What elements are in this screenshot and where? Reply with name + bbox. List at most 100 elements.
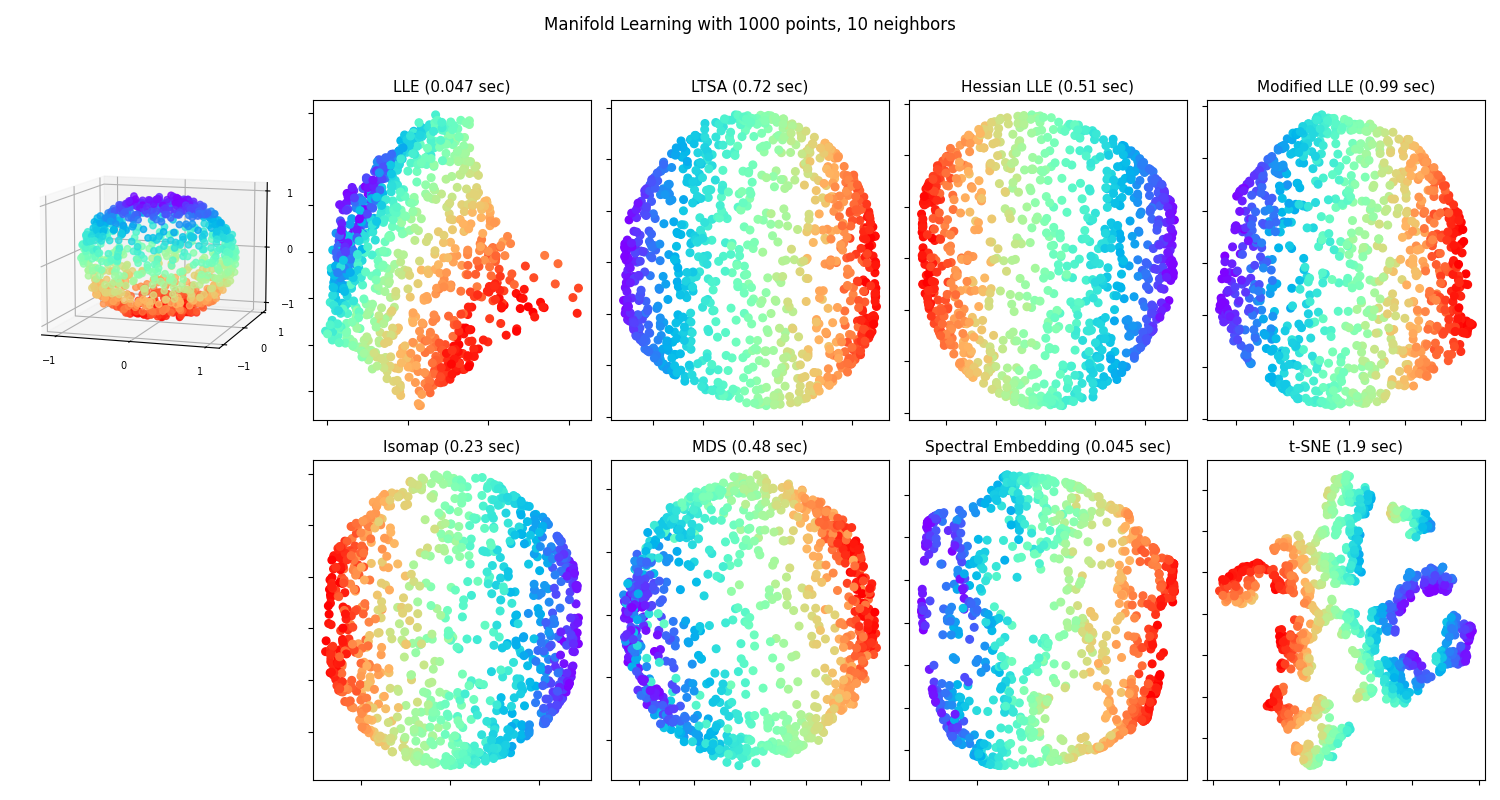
Point <box>771 745 795 758</box>
Point <box>957 595 981 608</box>
Point <box>1436 654 1460 666</box>
Point <box>1041 394 1065 406</box>
Point <box>1161 205 1185 218</box>
Point <box>1274 165 1298 178</box>
Point <box>406 128 430 141</box>
Point <box>1107 574 1131 586</box>
Point <box>414 577 438 590</box>
Point <box>375 161 399 174</box>
Point <box>960 180 984 193</box>
Point <box>920 511 944 524</box>
Point <box>648 596 672 609</box>
Point <box>1042 477 1066 490</box>
Point <box>369 518 393 531</box>
Point <box>642 239 666 252</box>
Point <box>399 475 423 488</box>
Point <box>376 534 400 546</box>
Point <box>1286 543 1310 556</box>
Point <box>509 494 532 507</box>
Point <box>1022 698 1046 710</box>
Point <box>444 474 468 487</box>
Point <box>1088 273 1112 286</box>
Point <box>442 353 466 366</box>
Point <box>1152 186 1176 199</box>
Point <box>1239 272 1263 285</box>
Point <box>936 276 960 289</box>
Point <box>1272 538 1296 550</box>
Point <box>1428 291 1452 304</box>
Point <box>382 149 406 162</box>
Point <box>644 176 668 189</box>
Point <box>424 707 448 720</box>
Point <box>960 311 984 324</box>
Point <box>634 587 658 600</box>
Point <box>840 341 864 354</box>
Point <box>674 712 698 725</box>
Point <box>1334 494 1358 507</box>
Point <box>459 713 483 726</box>
Point <box>726 109 750 122</box>
Point <box>327 234 351 247</box>
Point <box>988 285 1012 298</box>
Point <box>1120 722 1144 735</box>
Point <box>852 232 876 245</box>
Point <box>1050 172 1074 185</box>
Point <box>540 562 564 574</box>
Point <box>694 495 718 508</box>
Point <box>352 334 376 346</box>
Point <box>1360 368 1384 381</box>
Point <box>1160 557 1184 570</box>
Point <box>778 534 802 546</box>
Point <box>441 732 465 745</box>
Point <box>1128 158 1152 170</box>
Point <box>438 155 462 168</box>
Point <box>1060 492 1084 505</box>
Point <box>1322 398 1346 410</box>
Point <box>1064 329 1088 342</box>
Point <box>506 672 530 685</box>
Point <box>924 695 948 708</box>
Point <box>698 364 721 377</box>
Point <box>1304 550 1328 562</box>
Point <box>531 301 555 314</box>
Point <box>1382 506 1406 519</box>
Point <box>1304 316 1328 329</box>
Point <box>801 388 825 401</box>
Point <box>1152 265 1176 278</box>
Point <box>752 742 776 754</box>
Point <box>1386 598 1410 610</box>
Point <box>794 494 818 507</box>
Point <box>1146 680 1170 693</box>
Point <box>780 118 804 130</box>
Point <box>358 509 382 522</box>
Point <box>1336 542 1360 555</box>
Point <box>357 520 381 533</box>
Point <box>1054 242 1078 254</box>
Point <box>1358 360 1382 373</box>
Point <box>1233 349 1257 362</box>
Point <box>852 256 876 269</box>
Point <box>358 532 382 545</box>
Point <box>681 281 705 294</box>
Point <box>356 519 380 532</box>
Point <box>666 725 690 738</box>
Point <box>430 278 454 290</box>
Point <box>1422 190 1446 203</box>
Point <box>1401 578 1425 590</box>
Point <box>630 336 654 349</box>
Point <box>398 269 422 282</box>
Point <box>1300 754 1324 766</box>
Point <box>914 194 938 207</box>
Point <box>422 182 446 195</box>
Title: Isomap (0.23 sec): Isomap (0.23 sec) <box>384 440 520 455</box>
Point <box>372 158 396 170</box>
Point <box>1134 713 1158 726</box>
Point <box>354 202 378 214</box>
Point <box>1161 584 1185 597</box>
Point <box>1110 360 1134 373</box>
Title: LTSA (0.72 sec): LTSA (0.72 sec) <box>692 80 808 95</box>
Point <box>318 597 342 610</box>
Point <box>357 334 381 347</box>
Point <box>1312 324 1336 337</box>
Point <box>388 204 412 217</box>
